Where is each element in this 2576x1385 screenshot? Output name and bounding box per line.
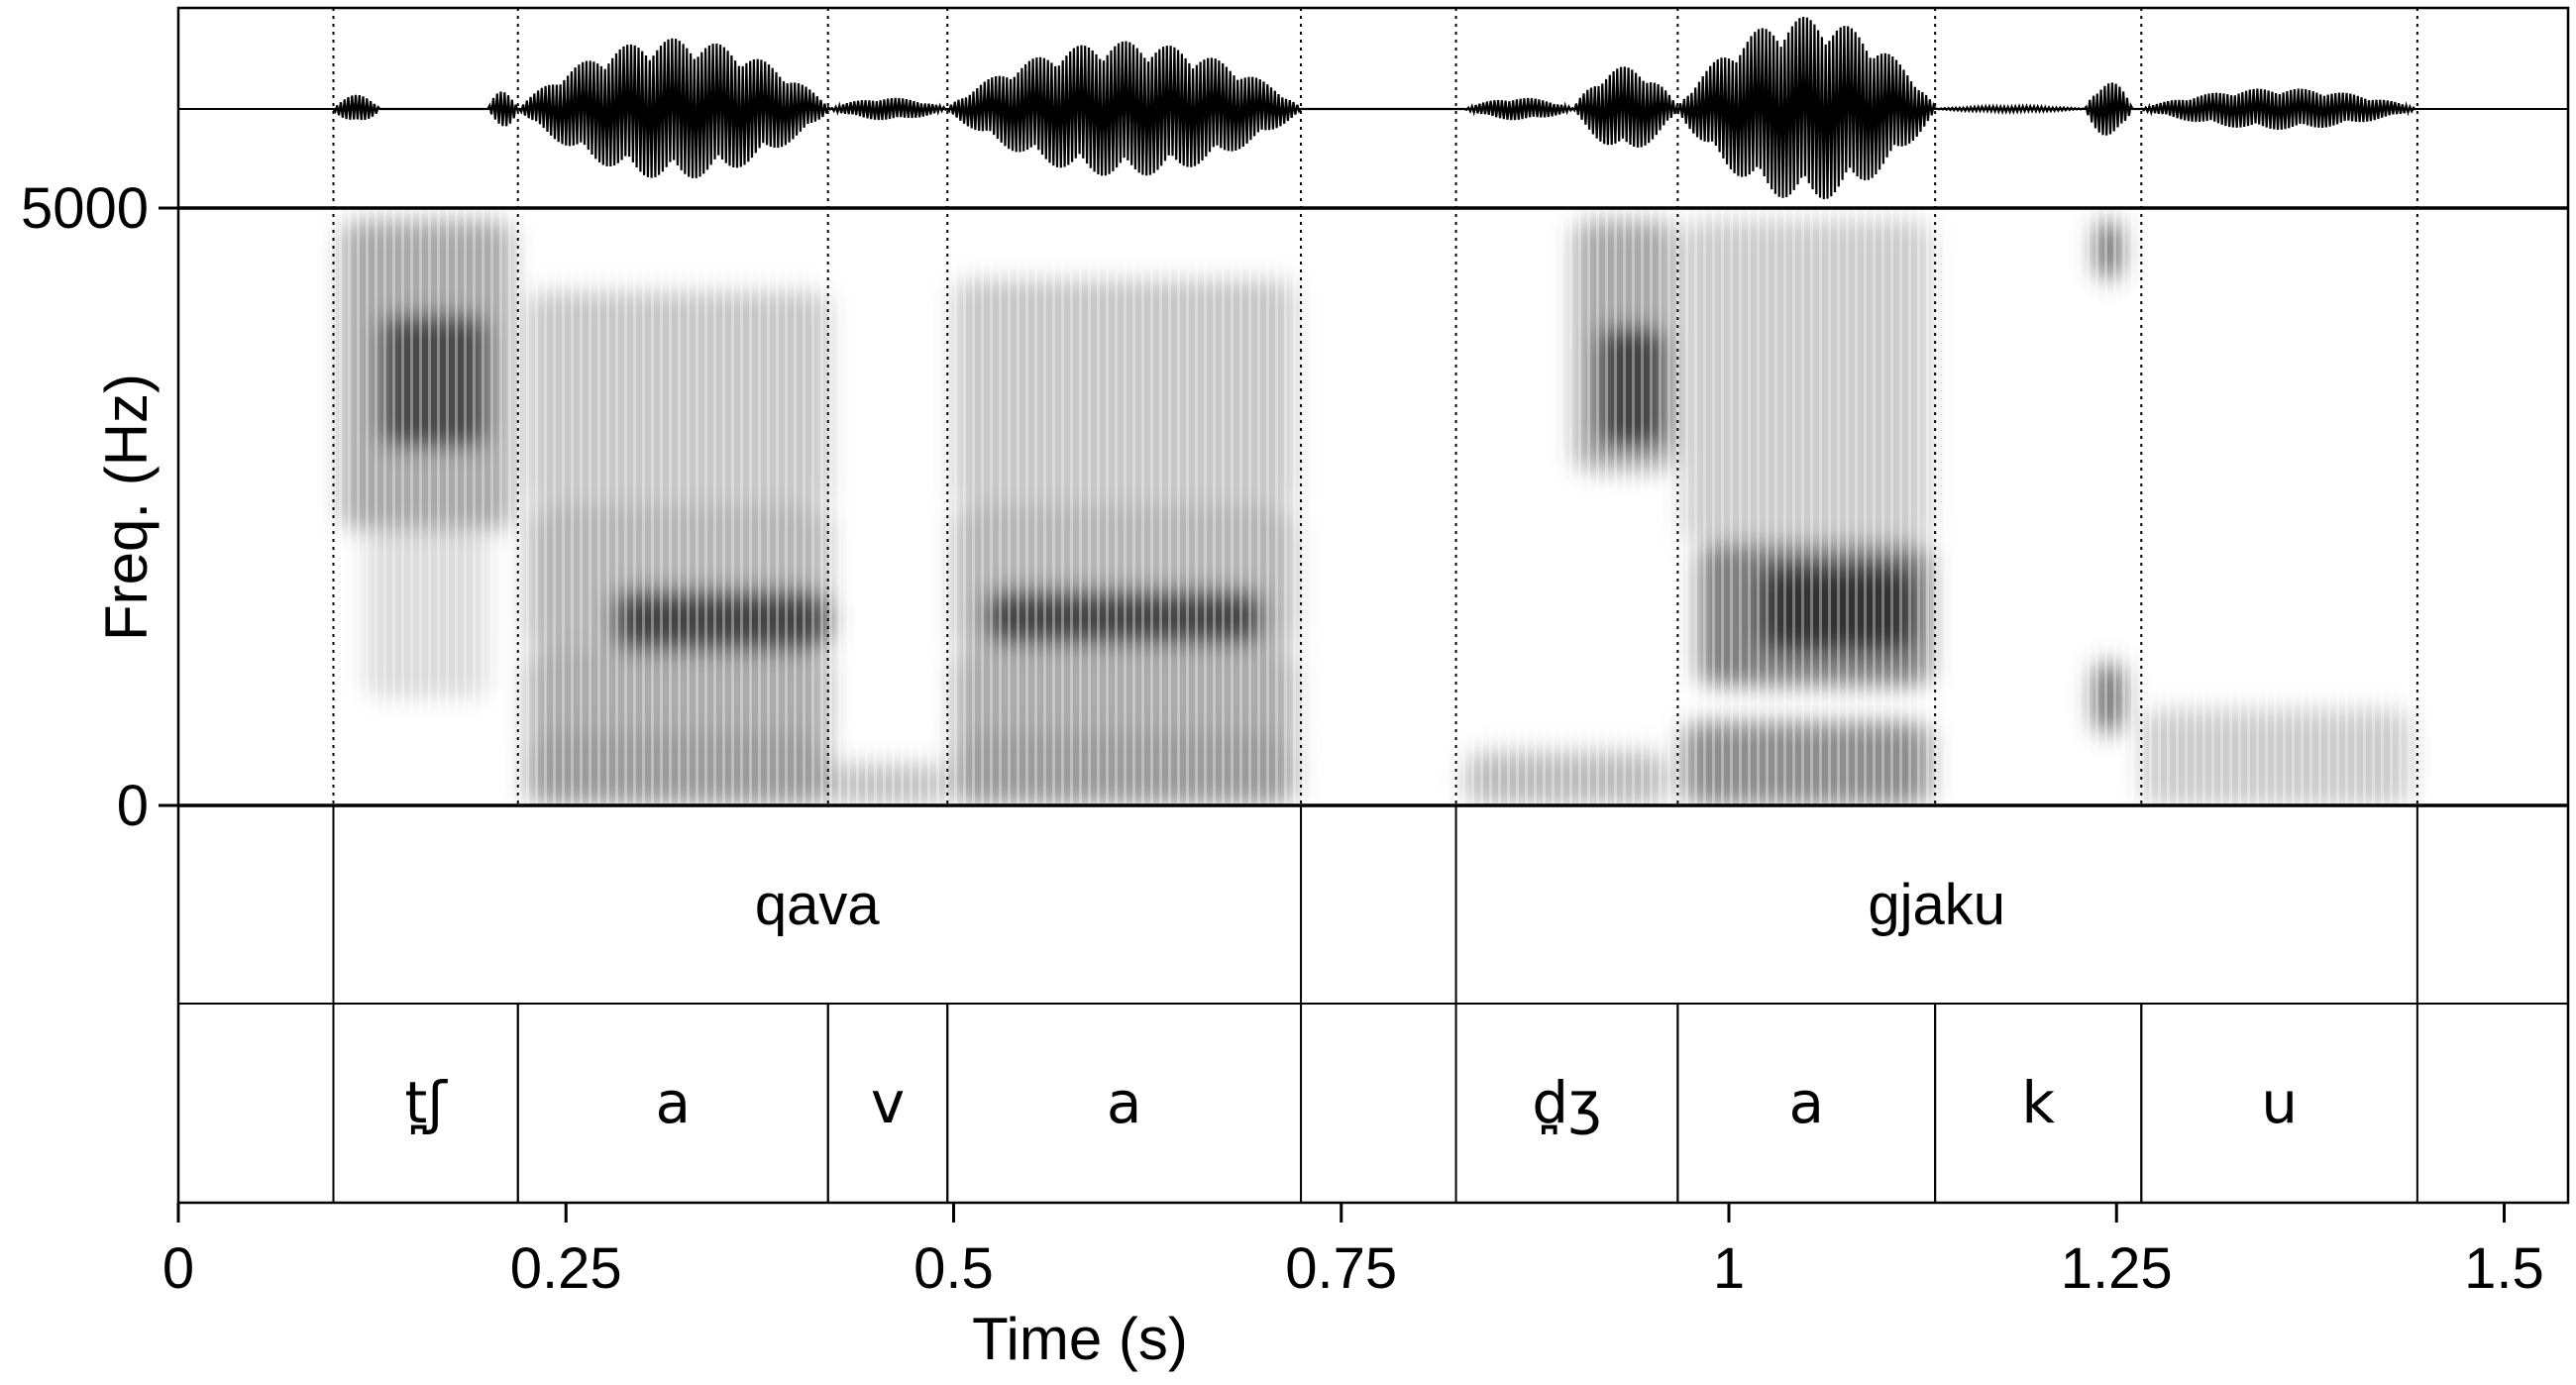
x-tick-label: 0: [162, 1236, 194, 1301]
y-tick-label: 0: [117, 774, 149, 838]
y-tick-label: 5000: [21, 176, 149, 241]
x-axis: 0 0.25 0.5 0.75 1 1.25 1.5: [162, 1203, 2544, 1301]
spectrogram-panel: [178, 208, 2568, 805]
segment-label: v: [871, 1069, 905, 1136]
y-axis-label: Freq. (Hz): [93, 373, 160, 641]
x-tick-label: 1: [1713, 1236, 1745, 1301]
waveform-trace: [332, 16, 2416, 200]
harmonic-striations: [178, 208, 2568, 805]
x-tick-label: 0.5: [913, 1236, 994, 1301]
x-tick-label: 0.75: [1285, 1236, 1397, 1301]
segment-label: k: [2021, 1069, 2055, 1136]
segment-label: d̪ʒ: [1532, 1069, 1601, 1136]
word-label: gjaku: [1868, 873, 2005, 937]
plot-frame: [176, 6, 2570, 1205]
x-tick-label: 1.25: [2061, 1236, 2173, 1301]
x-axis-label: Time (s): [972, 1306, 1188, 1372]
x-tick-label: 1.5: [2464, 1236, 2544, 1301]
x-tick-label: 0.25: [510, 1236, 622, 1301]
segment-label: a: [1107, 1069, 1142, 1136]
segment-label: a: [655, 1069, 691, 1136]
word-label: qava: [755, 873, 881, 937]
segment-boundaries: [332, 8, 2418, 805]
waveform-panel: [178, 16, 2568, 200]
segment-label: u: [2261, 1069, 2298, 1136]
segment-label: a: [1788, 1069, 1824, 1136]
annotation-tiers: qava gjaku t̪ʃ a v a d̪ʒ a k u: [332, 805, 2418, 1203]
y-axis: 5000 0: [21, 176, 178, 838]
segment-label: t̪ʃ: [405, 1069, 449, 1136]
